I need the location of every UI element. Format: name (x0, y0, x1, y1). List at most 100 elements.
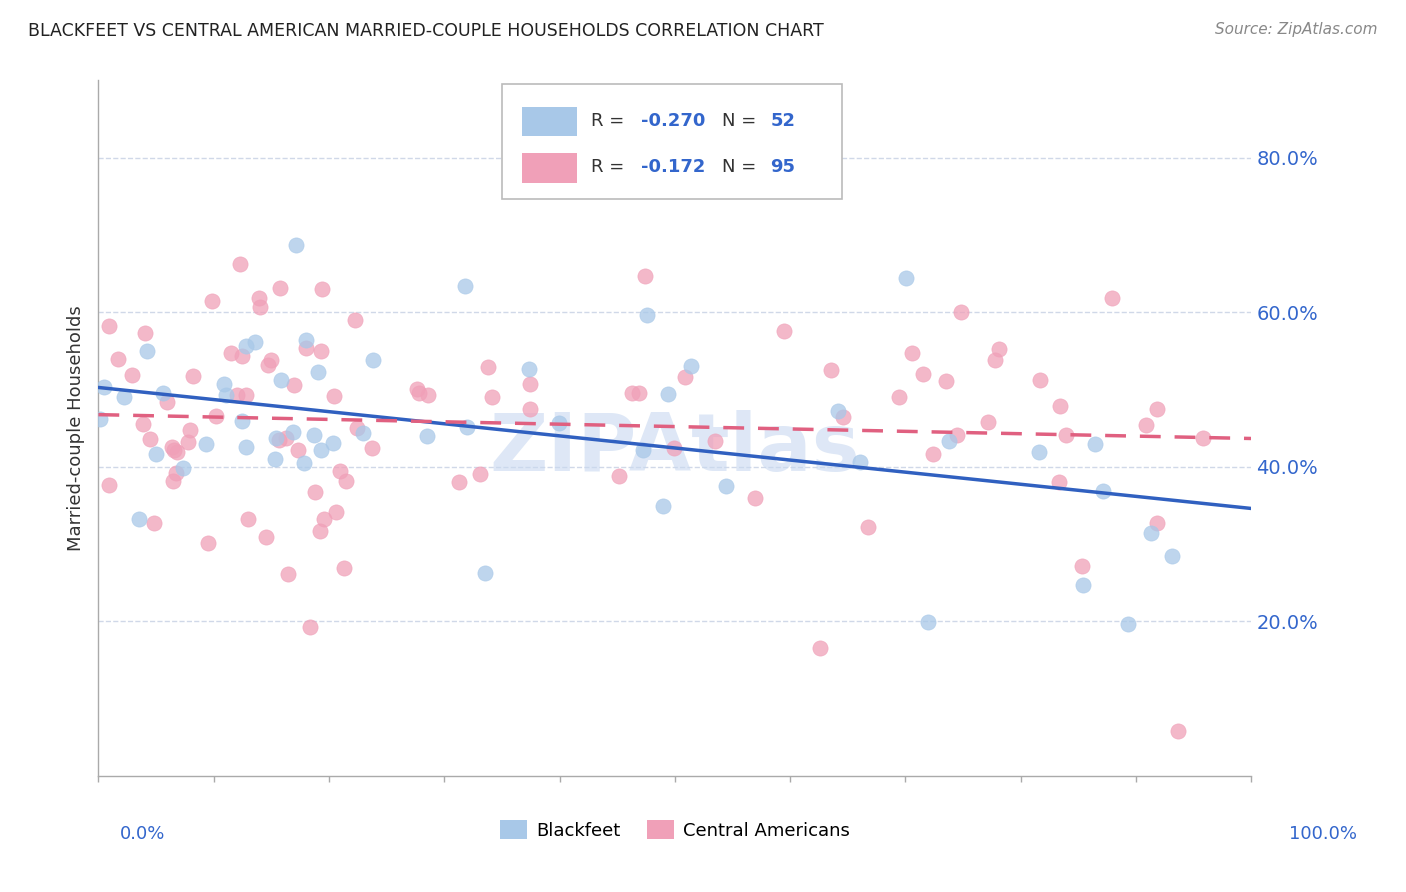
Point (329, 464, 352, 478)
Point (416, 429, 439, 443)
Point (1101, 291, 1123, 305)
Point (249, 300, 271, 314)
Point (634, 269, 657, 284)
Point (1071, 578, 1094, 592)
Point (352, 426, 374, 441)
Point (179, 423, 201, 437)
Point (896, 271, 918, 285)
Text: R =: R = (591, 112, 624, 129)
Point (468, 467, 491, 482)
Point (628, 386, 651, 401)
Point (679, 359, 702, 373)
Point (547, 417, 569, 431)
Point (1146, 401, 1168, 416)
Point (1116, 617, 1139, 632)
Point (322, 435, 344, 450)
Point (292, 456, 315, 470)
FancyBboxPatch shape (522, 107, 576, 136)
Point (808, 640, 831, 655)
Point (1047, 475, 1070, 490)
Point (519, 376, 541, 391)
Point (307, 365, 329, 379)
Point (309, 442, 332, 457)
Point (346, 420, 368, 434)
Point (820, 363, 842, 377)
Point (132, 417, 155, 431)
Point (236, 512, 259, 526)
Point (195, 437, 218, 451)
Point (311, 282, 333, 296)
Point (335, 474, 357, 488)
Point (162, 474, 184, 488)
Point (281, 425, 304, 439)
Point (831, 409, 853, 424)
Point (231, 349, 253, 363)
Point (283, 378, 305, 392)
Point (1167, 723, 1189, 738)
Point (201, 294, 224, 309)
Point (361, 442, 384, 456)
Point (408, 385, 430, 400)
Point (128, 511, 150, 525)
Point (257, 358, 280, 372)
Point (773, 325, 796, 339)
Point (1146, 516, 1168, 531)
Point (921, 447, 943, 461)
Point (231, 414, 253, 428)
Point (662, 442, 685, 456)
Point (1092, 483, 1115, 498)
Point (160, 440, 183, 454)
Point (269, 281, 291, 295)
Point (235, 388, 257, 402)
Point (226, 387, 249, 401)
Point (744, 491, 766, 506)
Point (456, 420, 478, 434)
Point (172, 460, 194, 475)
Point (136, 343, 159, 358)
Point (264, 451, 287, 466)
Point (304, 428, 326, 442)
Point (1140, 526, 1163, 541)
Point (121, 368, 143, 382)
Point (243, 335, 266, 350)
Point (454, 278, 477, 293)
Point (112, 390, 135, 404)
Text: 0.0%: 0.0% (120, 825, 165, 843)
Point (481, 390, 503, 404)
Point (517, 362, 540, 376)
Point (177, 434, 200, 449)
Point (277, 567, 299, 582)
Point (235, 339, 257, 353)
Text: ZIPAtlas: ZIPAtlas (489, 410, 860, 488)
Point (361, 352, 384, 367)
Point (93, 380, 115, 394)
Point (938, 434, 960, 448)
Point (887, 390, 910, 404)
Point (1084, 437, 1107, 451)
Point (1192, 431, 1215, 445)
Point (309, 524, 332, 538)
Point (152, 386, 174, 401)
Point (325, 505, 347, 519)
FancyBboxPatch shape (522, 153, 576, 183)
Point (322, 389, 344, 403)
Point (235, 440, 257, 454)
Point (418, 387, 440, 401)
Point (657, 386, 679, 401)
Point (89, 411, 111, 425)
Point (945, 427, 967, 442)
Point (636, 308, 658, 322)
Text: -0.270: -0.270 (641, 112, 706, 129)
Point (197, 536, 219, 550)
Text: -0.172: -0.172 (641, 158, 706, 177)
Point (406, 382, 429, 396)
Point (332, 561, 354, 575)
Point (156, 395, 179, 409)
Point (987, 342, 1010, 356)
Text: 52: 52 (770, 112, 796, 129)
Legend: Blackfeet, Central Americans: Blackfeet, Central Americans (492, 814, 858, 847)
Point (143, 516, 166, 530)
Point (97, 319, 120, 334)
Point (673, 370, 696, 384)
Point (145, 447, 167, 461)
